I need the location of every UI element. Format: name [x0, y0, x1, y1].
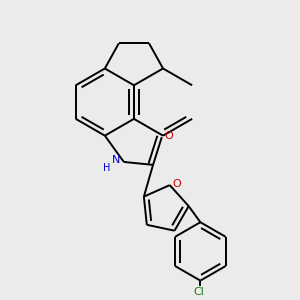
- Text: N: N: [112, 155, 120, 166]
- Text: O: O: [164, 131, 173, 141]
- Text: H: H: [103, 163, 111, 173]
- Text: Cl: Cl: [194, 287, 204, 297]
- Text: O: O: [172, 179, 181, 189]
